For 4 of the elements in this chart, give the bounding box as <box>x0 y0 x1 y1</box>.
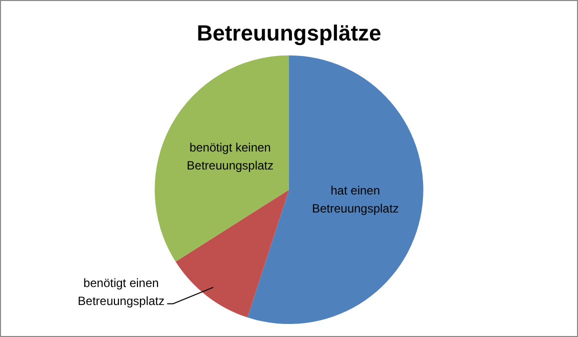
slice-label: benötigt einen Betreuungsplatz <box>78 276 164 308</box>
slice-label: hat einen Betreuungsplatz <box>312 184 399 216</box>
slice-label: benötigt keinen Betreuungsplatz <box>186 140 274 173</box>
chart-title: Betreuungsplätze <box>196 20 382 46</box>
